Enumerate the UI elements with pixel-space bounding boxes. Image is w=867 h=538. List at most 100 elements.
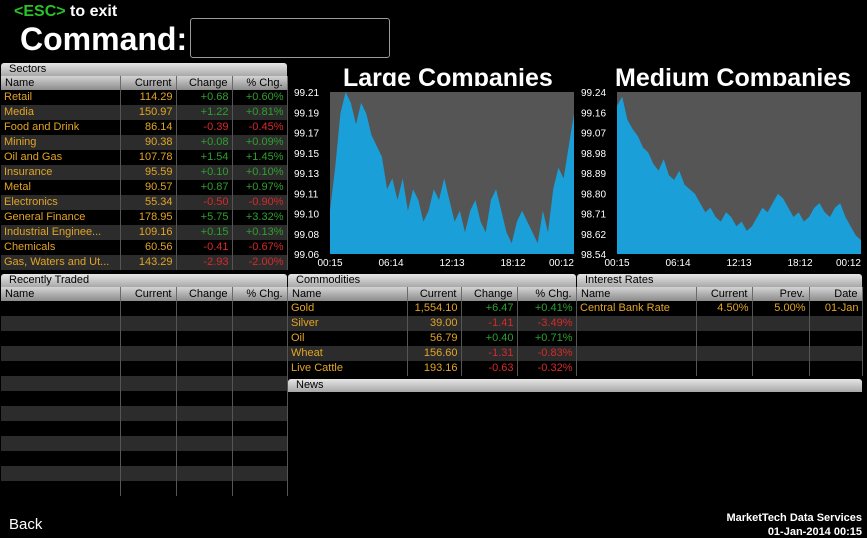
sectors-row[interactable]: Media 150.97 +1.22 +0.81% — [1, 105, 288, 120]
recently-traded-empty-cell — [232, 301, 288, 316]
interest-rates-column-header[interactable]: Name — [577, 287, 697, 301]
recently-traded-empty-cell — [176, 436, 233, 451]
interest-rates-cell-current: 4.50% — [696, 301, 753, 316]
sectors-column-header[interactable]: Change — [176, 76, 233, 90]
recently-traded-empty-cell — [232, 406, 288, 421]
recently-traded-empty-cell — [1, 406, 121, 421]
sectors-row[interactable]: Metal 90.57 +0.87 +0.97% — [1, 180, 288, 195]
commodities-row[interactable]: Wheat 156.60 -1.31 -0.83% — [288, 346, 577, 361]
interest-rates-column-header[interactable]: Current — [696, 287, 753, 301]
sectors-cell-current: 114.29 — [120, 90, 177, 105]
sectors-row[interactable]: Gas, Waters and Ut... 143.29 -2.93 -2.00% — [1, 255, 288, 270]
sectors-body: Retail 114.29 +0.68 +0.60% Media 150.97 +1.22 +… — [1, 90, 288, 270]
sectors-cell-name: Metal — [1, 180, 121, 195]
interest-rates-cell-date: 01-Jan — [809, 301, 863, 316]
sectors-cell-pct: -0.67% — [232, 240, 288, 255]
recently-traded-empty-cell — [232, 481, 288, 496]
interest-rates-row — [577, 346, 863, 361]
recently-traded-header-row: Name Current Change% Chg. — [1, 287, 288, 301]
sectors-column-header[interactable]: Current — [120, 76, 177, 90]
sectors-column-header[interactable]: Name — [1, 76, 121, 90]
commodities-body: Gold 1,554.10 +6.47 +0.41% Silver 39.00 -1.41-… — [288, 301, 577, 376]
interest-rates-column-header[interactable]: Date — [809, 287, 863, 301]
interest-rates-empty-cell — [809, 361, 863, 376]
sectors-row[interactable]: Retail 114.29 +0.68 +0.60% — [1, 90, 288, 105]
sectors-cell-pct: -2.00% — [232, 255, 288, 270]
interest-rates-empty-cell — [752, 331, 810, 346]
sectors-cell-current: 90.57 — [120, 180, 177, 195]
recently-traded-empty-cell — [232, 361, 288, 376]
recently-traded-row — [1, 466, 288, 481]
sectors-cell-change: +1.22 — [176, 105, 233, 120]
recently-traded-empty-cell — [232, 451, 288, 466]
commodities-row[interactable]: Oil 56.79 +0.40 +0.71% — [288, 331, 577, 346]
commodities-column-header[interactable]: Current — [407, 287, 462, 301]
recently-traded-empty-cell — [232, 436, 288, 451]
recently-traded-row — [1, 406, 288, 421]
sectors-row[interactable]: Electronics 55.34 -0.50 -0.90% — [1, 195, 288, 210]
sectors-row[interactable]: Food and Drink 86.14 -0.39 -0.45% — [1, 120, 288, 135]
recently-traded-row — [1, 316, 288, 331]
commodities-cell-pct: +0.41% — [517, 301, 577, 316]
recently-traded-empty-cell — [120, 331, 177, 346]
sectors-row[interactable]: Mining 90.38 +0.08 +0.09% — [1, 135, 288, 150]
commodities-row[interactable]: Live Cattle 193.16 -0.63 -0.32% — [288, 361, 577, 376]
sectors-cell-name: Chemicals — [1, 240, 121, 255]
commodities-column-header[interactable]: Change — [461, 287, 518, 301]
sectors-cell-current: 178.95 — [120, 210, 177, 225]
sectors-row[interactable]: Oil and Gas 107.78 +1.54 +1.45% — [1, 150, 288, 165]
large-companies-y-tick-label: 99.15 — [294, 149, 319, 160]
large-companies-y-tick-label: 99.06 — [294, 250, 319, 261]
commodities-column-header[interactable]: Name — [288, 287, 408, 301]
interest-rates-empty-cell — [752, 346, 810, 361]
commodities-row[interactable]: Gold 1,554.10 +6.47 +0.41% — [288, 301, 577, 316]
sectors-panel: Sectors Name Current Change% Chg. Retail 11… — [1, 63, 288, 270]
large-companies-x-tick-label: 00:12 — [549, 258, 574, 269]
recently-traded-column-header[interactable]: Name — [1, 287, 121, 301]
recently-traded-empty-cell — [120, 466, 177, 481]
sectors-cell-name: Oil and Gas — [1, 150, 121, 165]
recently-traded-empty-cell — [232, 346, 288, 361]
commodities-cell-current: 39.00 — [407, 316, 462, 331]
sectors-row[interactable]: Industrial Enginee... 109.16 +0.15 +0.13% — [1, 225, 288, 240]
sectors-row[interactable]: Insurance 95.59 +0.10 +0.10% — [1, 165, 288, 180]
command-input[interactable] — [190, 18, 390, 58]
interest-rates-row[interactable]: Central Bank Rate 4.50% 5.00% 01-Jan — [577, 301, 863, 316]
interest-rates-empty-cell — [577, 331, 697, 346]
commodities-column-header[interactable]: % Chg. — [517, 287, 577, 301]
interest-rates-row — [577, 361, 863, 376]
sectors-cell-current: 143.29 — [120, 255, 177, 270]
commodities-cell-name: Gold — [288, 301, 408, 316]
commodities-cell-change: -0.63 — [461, 361, 518, 376]
sectors-column-header[interactable]: % Chg. — [232, 76, 288, 90]
recently-traded-column-header[interactable]: Change — [176, 287, 233, 301]
recently-traded-table: Name Current Change% Chg. — [1, 287, 288, 496]
large-companies-y-tick-label: 99.11 — [294, 189, 319, 200]
interest-rates-empty-cell — [696, 361, 753, 376]
interest-rates-panel: Interest Rates Name Current Prev. Date Cent… — [577, 274, 863, 376]
recently-traded-empty-cell — [176, 421, 233, 436]
recently-traded-column-header[interactable]: Current — [120, 287, 177, 301]
esc-hint-text: to exit — [65, 3, 118, 20]
recently-traded-empty-cell — [120, 436, 177, 451]
recently-traded-column-header[interactable]: % Chg. — [232, 287, 288, 301]
recently-traded-row — [1, 301, 288, 316]
recently-traded-empty-cell — [120, 346, 177, 361]
back-button[interactable]: Back — [9, 516, 43, 533]
recently-traded-empty-cell — [1, 436, 121, 451]
recently-traded-empty-cell — [232, 466, 288, 481]
interest-rates-column-header[interactable]: Prev. — [752, 287, 810, 301]
sectors-cell-name: Insurance — [1, 165, 121, 180]
sectors-cell-pct: +0.13% — [232, 225, 288, 240]
sectors-row[interactable]: Chemicals 60.56 -0.41 -0.67% — [1, 240, 288, 255]
medium-companies-y-tick-label: 98.80 — [581, 189, 606, 200]
interest-rates-empty-cell — [577, 361, 697, 376]
commodities-header-row: Name Current Change% Chg. — [288, 287, 577, 301]
commodities-row[interactable]: Silver 39.00 -1.41 -3.49% — [288, 316, 577, 331]
sectors-cell-pct: +0.97% — [232, 180, 288, 195]
commodities-cell-name: Oil — [288, 331, 408, 346]
sectors-row[interactable]: General Finance 178.95 +5.75 +3.32% — [1, 210, 288, 225]
sectors-cell-name: Gas, Waters and Ut... — [1, 255, 121, 270]
sectors-cell-name: Electronics — [1, 195, 121, 210]
sectors-header-row: Name Current Change% Chg. — [1, 76, 288, 90]
